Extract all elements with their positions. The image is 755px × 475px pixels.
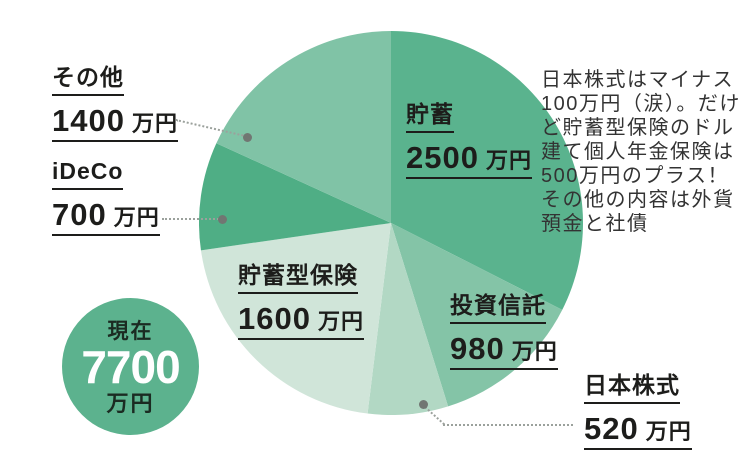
label-sonota: その他 1400 万円 (52, 66, 178, 142)
total-number: 7700 (81, 341, 180, 393)
category-unit: 万円 (511, 339, 558, 364)
total-prefix: 現在 (107, 320, 154, 343)
category-name: 貯蓄 (406, 103, 454, 133)
category-amount: 1400 (52, 103, 125, 138)
label-nihonkabushiki: 日本株式 520 万円 (584, 374, 692, 450)
pie-slice-nihonkabushiki (367, 223, 449, 415)
category-unit: 万円 (317, 309, 364, 334)
leader-line-ideco (162, 218, 219, 220)
category-name: 貯蓄型保険 (238, 264, 358, 294)
category-value: 980 万円 (450, 333, 558, 370)
category-name: iDeCo (52, 160, 124, 190)
category-amount: 980 (450, 331, 505, 366)
total-badge: 現在 7700 万円 (62, 298, 199, 435)
note-text: 日本株式はマイナス 100万円（涙）。だけ ど貯蓄型保険のドル 建て個人年金保険… (541, 69, 741, 235)
pie-slice-chochiku (391, 31, 583, 310)
category-name: 投資信託 (450, 294, 546, 324)
pie-chart (199, 31, 583, 415)
label-ideco: iDeCo 700 万円 (52, 160, 160, 236)
pie-slice-chochikugata-hoken (200, 223, 391, 414)
category-unit: 万円 (131, 111, 178, 136)
label-toshishintaku: 投資信託 980 万円 (450, 294, 558, 370)
label-chochiku: 貯蓄 2500 万円 (406, 103, 532, 179)
category-unit: 万円 (113, 205, 160, 230)
label-chochikugata-hoken: 貯蓄型保険 1600 万円 (238, 264, 364, 340)
pie-slice-toshishintaku (391, 223, 563, 407)
leader-dot-sonota (243, 133, 252, 142)
category-name: 日本株式 (584, 374, 680, 404)
leader-line-nihonkabushiki (443, 424, 573, 426)
category-amount: 520 (584, 411, 639, 446)
category-value: 520 万円 (584, 413, 692, 450)
category-value: 1400 万円 (52, 105, 178, 142)
category-value: 2500 万円 (406, 142, 532, 179)
total-unit: 万円 (106, 391, 155, 416)
category-amount: 2500 (406, 140, 479, 175)
pie-slice-ideco (199, 143, 391, 251)
category-value: 700 万円 (52, 199, 160, 236)
category-unit: 万円 (485, 148, 532, 173)
category-amount: 1600 (238, 301, 311, 336)
leader-dot-nihonkabushiki (419, 400, 428, 409)
leader-dot-ideco (218, 215, 227, 224)
category-name: その他 (52, 66, 124, 96)
category-unit: 万円 (645, 419, 692, 444)
category-value: 1600 万円 (238, 303, 364, 340)
pie-slice-sonota (216, 31, 391, 223)
category-amount: 700 (52, 197, 107, 232)
